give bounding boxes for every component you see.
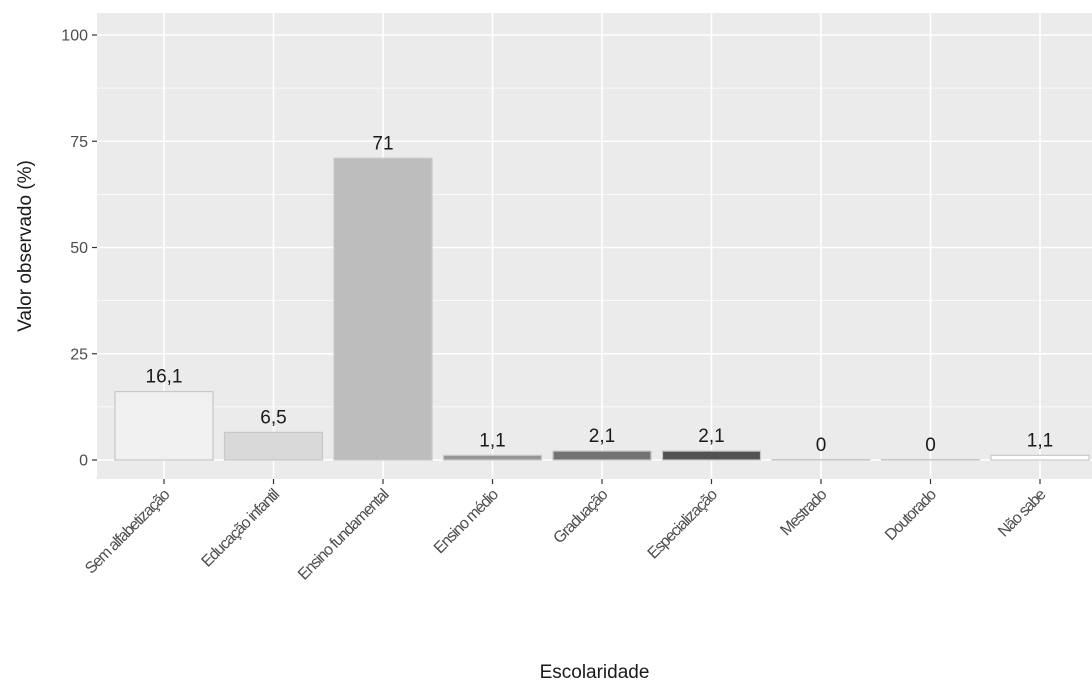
data-label: 16,1 [146,367,183,388]
bar [552,450,652,461]
bars [114,157,1090,461]
x-axis: Sem alfabetização Educação infantil Ensino… [82,479,1050,584]
bar [442,454,543,461]
x-tick-label: Doutorado [882,486,940,544]
data-label: 71 [372,133,393,154]
data-label: 1,1 [479,430,505,451]
bar [114,390,214,461]
y-tick-label: 25 [70,346,88,363]
data-label: 0 [925,435,936,456]
x-tick-label: Especialização [645,486,722,563]
bar [333,157,433,461]
x-tick-label: Ensino médio [431,486,502,557]
data-label: 6,5 [260,407,286,428]
data-label: 2,1 [698,426,724,447]
plot-panel [97,13,1092,479]
y-tick-label: 50 [70,240,88,257]
bar [880,458,981,461]
data-label: 2,1 [589,426,615,447]
x-tick-label: Não sabe [995,486,1050,541]
x-axis-title: Escolaridade [540,662,650,683]
data-labels: 16,1 6,5 71 1,1 2,1 2,1 0 0 1,1 [146,133,1054,456]
x-tick-label: Sem alfabetização [82,486,174,578]
y-tick-label: 100 [61,28,88,45]
y-axis-title: Valor observado (%) [15,160,36,332]
x-tick-label: Graduação [550,486,611,547]
data-label: 0 [816,435,827,456]
x-tick-label: Educação infantil [199,486,283,570]
data-label: 1,1 [1027,430,1053,451]
bar [223,431,324,461]
bar [661,450,762,461]
bar [771,458,871,461]
y-tick-label: 75 [70,134,88,151]
x-tick-label: Ensino fundamental [295,486,392,583]
minor-gridlines [97,87,1092,408]
y-axis: 0 25 50 75 100 [61,28,97,470]
y-tick-label: 0 [79,453,88,470]
bar [990,454,1090,461]
x-tick-label: Mestrado [777,486,830,539]
